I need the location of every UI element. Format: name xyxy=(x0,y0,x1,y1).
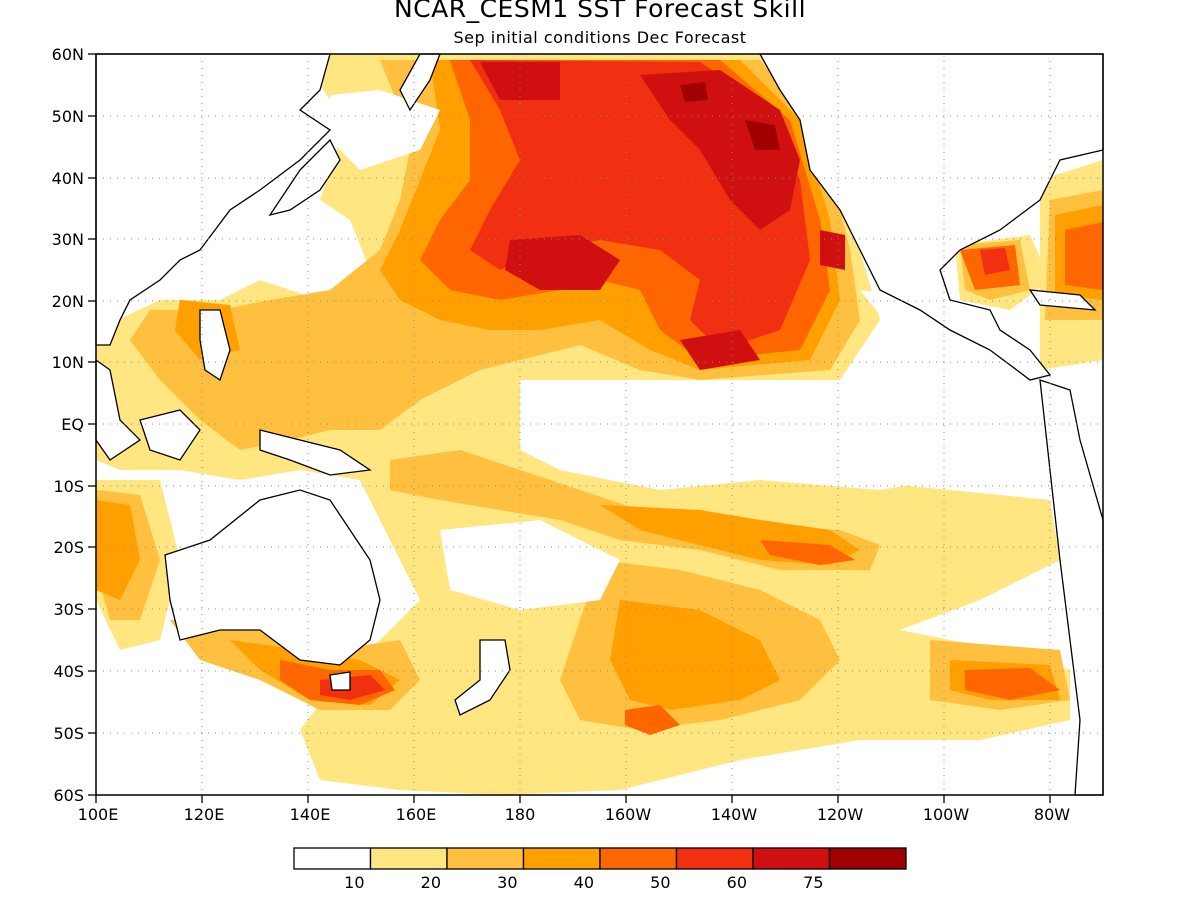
legend-swatch xyxy=(828,847,907,870)
legend-label: 60 xyxy=(727,873,747,892)
lat-tick: 20S xyxy=(53,538,84,557)
lon-tick: 100W xyxy=(923,805,970,824)
lon-tick: 120W xyxy=(817,805,864,824)
lat-tick-labels: 60N 50N 40N 30N 20N 10N EQ 10S 20S 30S 4… xyxy=(52,45,84,805)
north-america xyxy=(758,53,1104,381)
borneo xyxy=(139,409,201,461)
legend-label: 10 xyxy=(344,873,364,892)
lat-tick: 40S xyxy=(53,662,84,681)
lon-tick: 160W xyxy=(605,805,652,824)
lat-tick: 60N xyxy=(52,45,84,64)
legend-label: 30 xyxy=(497,873,517,892)
lon-tick: 160E xyxy=(396,805,437,824)
lat-tick: 60S xyxy=(53,786,84,805)
lat-tick: EQ xyxy=(61,415,84,434)
legend-swatch xyxy=(522,847,601,870)
lat-tick: 50S xyxy=(53,724,84,743)
color-legend: 10 20 30 40 50 60 75 xyxy=(293,847,907,892)
lat-tick: 50N xyxy=(52,107,84,126)
band-75-plus xyxy=(680,82,780,150)
legend-label: 40 xyxy=(574,873,594,892)
lat-tick: 10N xyxy=(52,353,84,372)
lon-tick: 120E xyxy=(184,805,225,824)
legend-label: 50 xyxy=(650,873,670,892)
new-zealand xyxy=(454,639,511,716)
legend-swatch xyxy=(369,847,448,870)
lat-tick: 10S xyxy=(53,477,84,496)
lon-tick-labels: 100E 120E 140E 160E 180 160W 140W 120W 1… xyxy=(78,805,1071,824)
lon-tick: 140E xyxy=(290,805,331,824)
chart-title: NCAR_CESM1 SST Forecast Skill xyxy=(393,0,807,23)
lon-tick: 180 xyxy=(505,805,536,824)
legend-label: 20 xyxy=(421,873,441,892)
lat-tick: 30N xyxy=(52,230,84,249)
cuba xyxy=(1028,289,1097,311)
lat-tick: 30S xyxy=(53,600,84,619)
lon-tick: 140W xyxy=(711,805,758,824)
legend-swatch xyxy=(599,847,678,870)
legend-swatch xyxy=(446,847,525,870)
tick-marks xyxy=(88,53,1051,803)
legend-swatch xyxy=(293,847,372,870)
legend-label: 75 xyxy=(803,873,823,892)
legend-swatch xyxy=(752,847,831,870)
lon-tick: 100E xyxy=(78,805,119,824)
tasmania xyxy=(329,671,351,691)
lat-tick: 20N xyxy=(52,292,84,311)
new-guinea xyxy=(259,429,372,476)
legend-swatch xyxy=(675,847,754,870)
band-60-75 xyxy=(480,62,845,370)
lat-tick: 40N xyxy=(52,169,84,188)
japan xyxy=(268,138,341,217)
australia xyxy=(164,489,381,666)
chart-subtitle: Sep initial conditions Dec Forecast xyxy=(453,28,747,47)
asia-coast xyxy=(95,53,332,346)
lon-tick: 80W xyxy=(1034,805,1070,824)
coastlines xyxy=(95,53,1104,796)
